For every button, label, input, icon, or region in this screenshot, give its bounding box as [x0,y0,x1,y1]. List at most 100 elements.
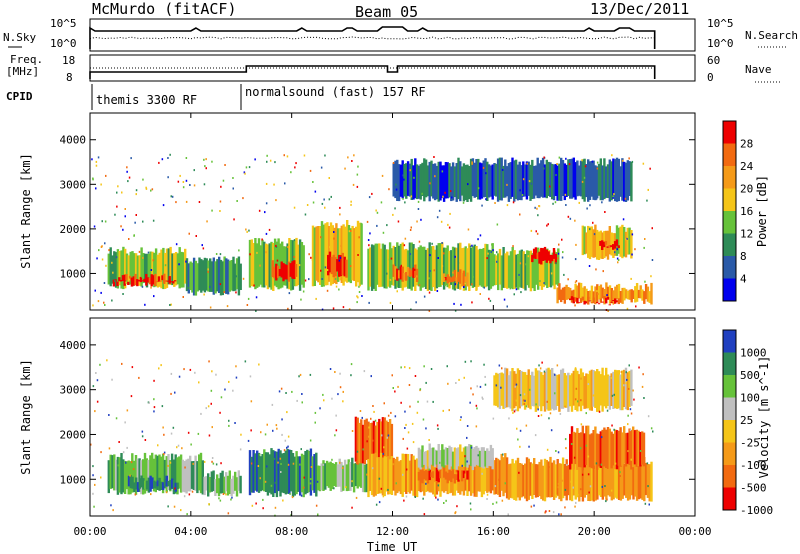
heatmap-cell [444,284,446,287]
heatmap-cell [513,463,516,500]
heatmap-cell [613,393,615,396]
heatmap-cell [319,407,321,410]
heatmap-cell [630,277,632,280]
heatmap-cell [371,467,374,470]
heatmap-cell [111,261,113,264]
heatmap-cell [275,263,278,281]
heatmap-cell [153,406,156,409]
heatmap-cell [264,433,267,436]
heatmap-cell [175,201,177,204]
heatmap-cell [220,462,222,465]
heatmap-cell [455,382,457,384]
heatmap-cell [622,218,625,221]
heatmap-cell [612,300,615,301]
heatmap-cell [528,445,530,448]
heatmap-cell [572,297,575,304]
heatmap-cell [191,490,194,493]
heatmap-cell [630,289,633,303]
heatmap-cell [351,480,353,483]
heatmap-cell [355,461,358,464]
heatmap-cell [142,478,145,490]
heatmap-cell [567,287,570,300]
heatmap-cell [587,374,590,409]
heatmap-cell [620,371,623,373]
heatmap-cell [570,457,574,502]
heatmap-cell [271,260,274,278]
heatmap-cell [442,195,444,198]
heatmap-cell [454,309,457,312]
heatmap-cell [100,476,102,479]
heatmap-cell [185,200,188,203]
heatmap-cell [126,409,129,412]
heatmap-cell [563,163,566,201]
heatmap-cell [101,258,104,261]
heatmap-cell [471,161,473,164]
heatmap-cell [284,450,287,495]
heatmap-cell [400,366,402,369]
heatmap-cell [513,409,515,412]
power-heatmap [91,153,654,312]
heatmap-cell [410,195,413,198]
heatmap-cell [290,450,293,492]
heatmap-cell [520,249,523,288]
heatmap-cell [338,228,342,281]
heatmap-cell [569,375,572,407]
heatmap-cell [484,454,487,492]
heatmap-cell [232,187,234,190]
heatmap-cell [120,250,123,289]
heatmap-cell [305,470,308,473]
heatmap-cell [453,302,455,305]
heatmap-cell [291,390,293,393]
y-tick-label: 1000 [60,267,87,280]
sky-left-label: N.Sky [3,31,36,44]
heatmap-cell [640,289,643,291]
heatmap-cell [381,174,384,177]
heatmap-cell [121,362,123,365]
heatmap-cell [487,459,491,492]
heatmap-cell [454,283,457,286]
heatmap-cell [550,272,553,275]
heatmap-cell [488,297,490,300]
heatmap-cell [95,187,97,190]
heatmap-cell [442,165,446,202]
heatmap-cell [358,222,361,287]
heatmap-cell [436,290,439,292]
heatmap-cell [578,165,581,196]
heatmap-cell [552,196,555,199]
heatmap-cell [235,376,238,379]
heatmap-cell [383,417,386,464]
heatmap-cell [216,259,219,292]
heatmap-cell [351,457,354,487]
heatmap-cell [437,471,440,483]
heatmap-cell [228,424,230,427]
heatmap-cell [448,445,451,470]
heatmap-cell [604,485,606,487]
colorbar-tick-label: 4 [740,273,747,286]
heatmap-cell [507,375,511,408]
heatmap-cell [423,513,426,516]
heatmap-cell [153,252,156,288]
heatmap-cell [404,201,406,204]
heatmap-cell [464,164,467,201]
heatmap-cell [525,374,529,406]
heatmap-cell [212,257,215,295]
heatmap-cell [628,364,630,367]
heatmap-cell [170,303,172,306]
heatmap-cell [356,301,358,304]
heatmap-cell [464,276,467,283]
heatmap-cell [552,373,556,411]
heatmap-cell [534,206,536,209]
heatmap-cell [475,159,478,197]
heatmap-cell [579,282,583,302]
heatmap-cell [486,244,489,287]
heatmap-cell [134,273,137,286]
heatmap-cell [462,247,466,291]
heatmap-cell [163,453,165,456]
heatmap-cell [587,159,590,202]
heatmap-cell [476,385,478,388]
heatmap-cell [349,265,352,268]
heatmap-cell [410,242,413,291]
heatmap-cell [642,432,646,467]
heatmap-cell [330,256,333,275]
heatmap-cell [443,278,446,280]
